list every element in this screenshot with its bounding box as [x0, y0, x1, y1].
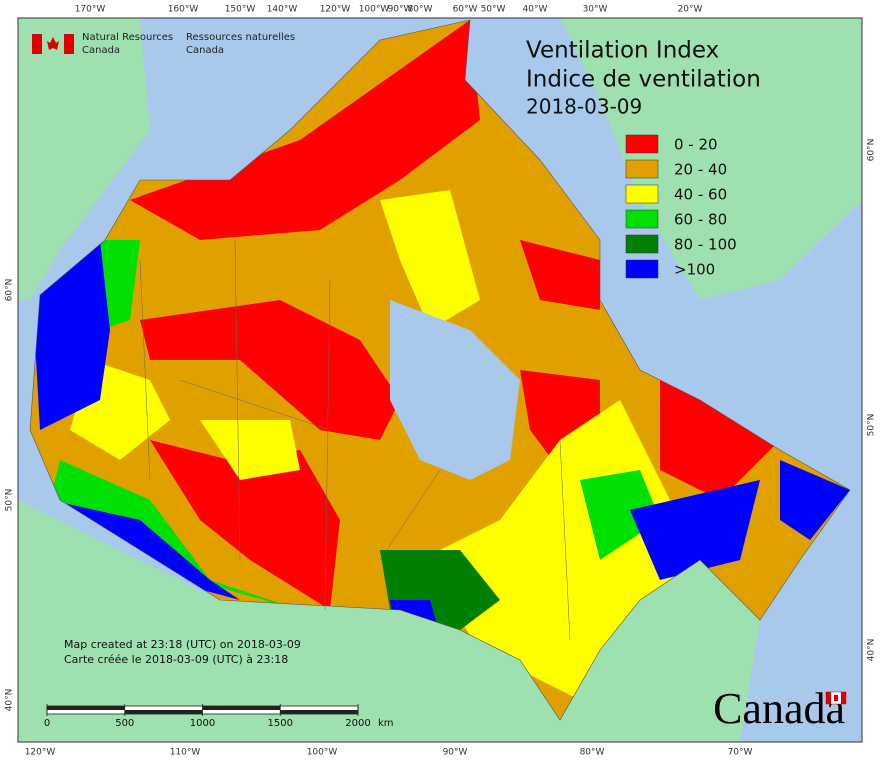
legend-swatch	[625, 234, 659, 254]
zone	[380, 190, 480, 330]
scale-label: 1000	[190, 718, 215, 729]
flag-bar	[841, 692, 846, 704]
lat-label: 60°N	[867, 139, 877, 162]
zone	[660, 380, 780, 500]
canada-border	[29, 19, 851, 721]
lon-label: 120°W	[320, 5, 351, 15]
wordmark: Canada	[713, 684, 845, 733]
legend-swatch	[625, 159, 659, 179]
lon-label: 100°W	[359, 5, 390, 15]
lat-label: 50°N	[867, 414, 877, 437]
scale-label: 0	[44, 718, 50, 729]
scale-label: 1500	[268, 718, 293, 729]
graticule-labels: 170°W 160°W 150°W 140°W 120°W 100°W90°W80°W 60…	[5, 5, 877, 758]
legend-swatch	[625, 134, 659, 154]
legend-swatch	[625, 184, 659, 204]
map-body	[18, 18, 862, 742]
lon-label: 20°W	[678, 5, 703, 15]
legend-label: >100	[674, 261, 715, 279]
zone	[50, 460, 300, 610]
org-en: Natural Resources	[82, 32, 173, 43]
legend-swatch	[625, 259, 659, 279]
provincial-borders	[139, 239, 571, 641]
lon-label: 110°W	[170, 748, 201, 758]
title: Ventilation Index	[526, 38, 719, 64]
land-greenland	[560, 18, 862, 300]
lon-label: 170°W	[75, 5, 106, 15]
legend-label: 80 - 100	[674, 236, 737, 254]
nrcan-logo: Natural Resources Canada Ressources natu…	[32, 32, 295, 56]
legend-label: 0 - 20	[674, 136, 718, 154]
footer: Carte créée le 2018-03-09 (UTC) à 23:18	[64, 653, 288, 666]
lon-label: 60°W	[453, 5, 478, 15]
legend-label: 60 - 80	[674, 211, 727, 229]
org-fr: Ressources naturelles	[186, 32, 295, 43]
scale-segment	[202, 706, 281, 710]
zone	[630, 480, 760, 580]
scale-segment	[47, 706, 125, 710]
legend-label: 20 - 40	[674, 161, 727, 179]
scale-unit: km	[378, 718, 394, 729]
lon-label: 50°W	[481, 5, 506, 15]
wordmark-flag	[825, 691, 847, 705]
flag-bar	[64, 34, 74, 54]
legend: 0 - 20 20 - 40 40 - 60 60 - 80 80 - 100 >100	[625, 134, 737, 279]
zone	[200, 420, 300, 480]
flag-leaf	[47, 37, 59, 50]
scale-segment	[124, 710, 203, 714]
footer: Map created at 23:18 (UTC) on 2018-03-09	[64, 638, 301, 651]
scale-label: 500	[115, 718, 134, 729]
lon-label: 80°W	[580, 748, 605, 758]
land-alaska	[18, 18, 150, 300]
lat-label: 60°N	[5, 279, 15, 302]
legend-label: 40 - 60	[674, 186, 727, 204]
lat-label: 40°N	[867, 639, 877, 662]
land-usa	[18, 500, 760, 742]
lon-label: 80°W	[408, 5, 433, 15]
zone	[130, 20, 480, 240]
legend-swatch	[625, 209, 659, 229]
lon-label: 90°W	[443, 748, 468, 758]
lon-label: 150°W	[225, 5, 256, 15]
zone	[150, 440, 340, 610]
lat-label: 50°N	[5, 489, 15, 512]
date: 2018-03-09	[526, 95, 642, 119]
lon-label: 160°W	[168, 5, 199, 15]
flag-leaf	[834, 695, 838, 701]
flag-bar	[32, 34, 42, 54]
flag-bar	[826, 692, 831, 704]
lon-label: 100°W	[307, 748, 338, 758]
scale-segment	[280, 710, 358, 714]
org-en: Canada	[82, 45, 120, 56]
title: Indice de ventilation	[526, 67, 761, 93]
lon-label: 90°W	[388, 5, 413, 15]
lon-label: 70°W	[728, 748, 753, 758]
hudson-bay	[390, 300, 520, 480]
lon-label: 30°W	[583, 5, 608, 15]
zone	[30, 240, 110, 430]
zone	[780, 460, 850, 540]
zone	[140, 300, 400, 440]
lon-label: 40°W	[523, 5, 548, 15]
lat-label: 40°N	[5, 689, 15, 712]
lon-label: 120°W	[25, 748, 56, 758]
map-frame	[17, 17, 863, 743]
org-fr: Canada	[186, 45, 224, 56]
lon-label: 140°W	[267, 5, 298, 15]
scale-label: 2000	[345, 718, 370, 729]
zone	[580, 470, 660, 560]
zone	[520, 240, 600, 310]
scale-bar: 0 500 1000 1500 2000 km	[44, 704, 394, 729]
